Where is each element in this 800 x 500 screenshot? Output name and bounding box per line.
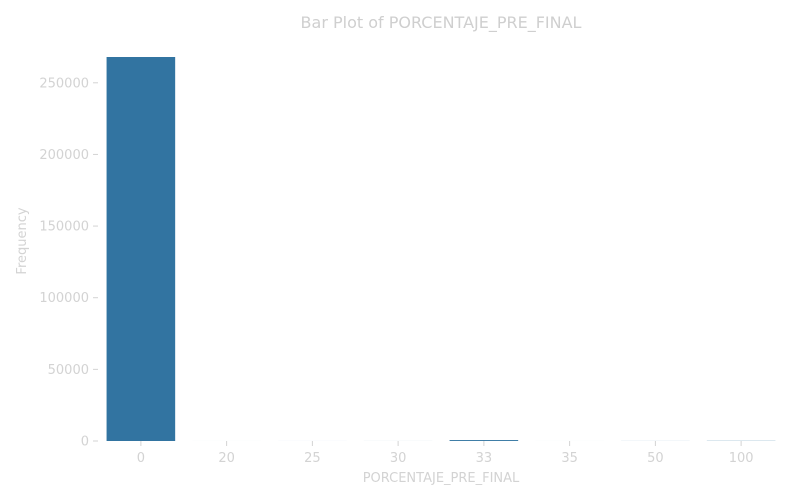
x-tick-label-100: 100 [729, 451, 754, 466]
y-axis: 0 50000 100000 150000 200000 250000 [39, 76, 98, 450]
y-tick-label-250000: 250000 [39, 76, 89, 91]
x-axis-label: PORCENTAJE_PRE_FINAL [363, 471, 520, 486]
y-tick-label-0: 0 [81, 435, 89, 450]
y-tick-label-100000: 100000 [39, 291, 89, 306]
y-tick-label-50000: 50000 [48, 363, 89, 378]
x-tick-label-25: 25 [304, 451, 321, 466]
bar-0 [106, 57, 176, 441]
x-axis: 0 20 25 30 33 35 50 100 [137, 441, 754, 466]
y-axis-label: Frequency [15, 207, 30, 274]
bar-33 [449, 440, 519, 441]
chart-title: Bar Plot of PORCENTAJE_PRE_FINAL [301, 13, 582, 33]
x-tick-label-35: 35 [561, 451, 578, 466]
bars-group [106, 57, 776, 441]
x-tick-label-33: 33 [476, 451, 493, 466]
x-tick-label-50: 50 [647, 451, 664, 466]
x-tick-label-30: 30 [390, 451, 407, 466]
x-tick-label-20: 20 [218, 451, 235, 466]
x-tick-label-0: 0 [137, 451, 145, 466]
y-tick-label-200000: 200000 [39, 148, 89, 163]
y-tick-label-150000: 150000 [39, 220, 89, 235]
